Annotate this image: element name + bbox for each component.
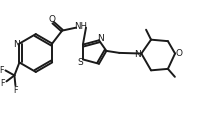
Text: N: N [133, 50, 140, 59]
Text: S: S [77, 57, 82, 66]
Text: N: N [97, 34, 104, 43]
Text: F: F [0, 65, 4, 74]
Text: F: F [1, 78, 5, 87]
Text: O: O [48, 15, 55, 24]
Text: NH: NH [74, 22, 87, 31]
Text: F: F [13, 85, 18, 94]
Text: N: N [13, 39, 20, 48]
Text: O: O [175, 49, 182, 58]
